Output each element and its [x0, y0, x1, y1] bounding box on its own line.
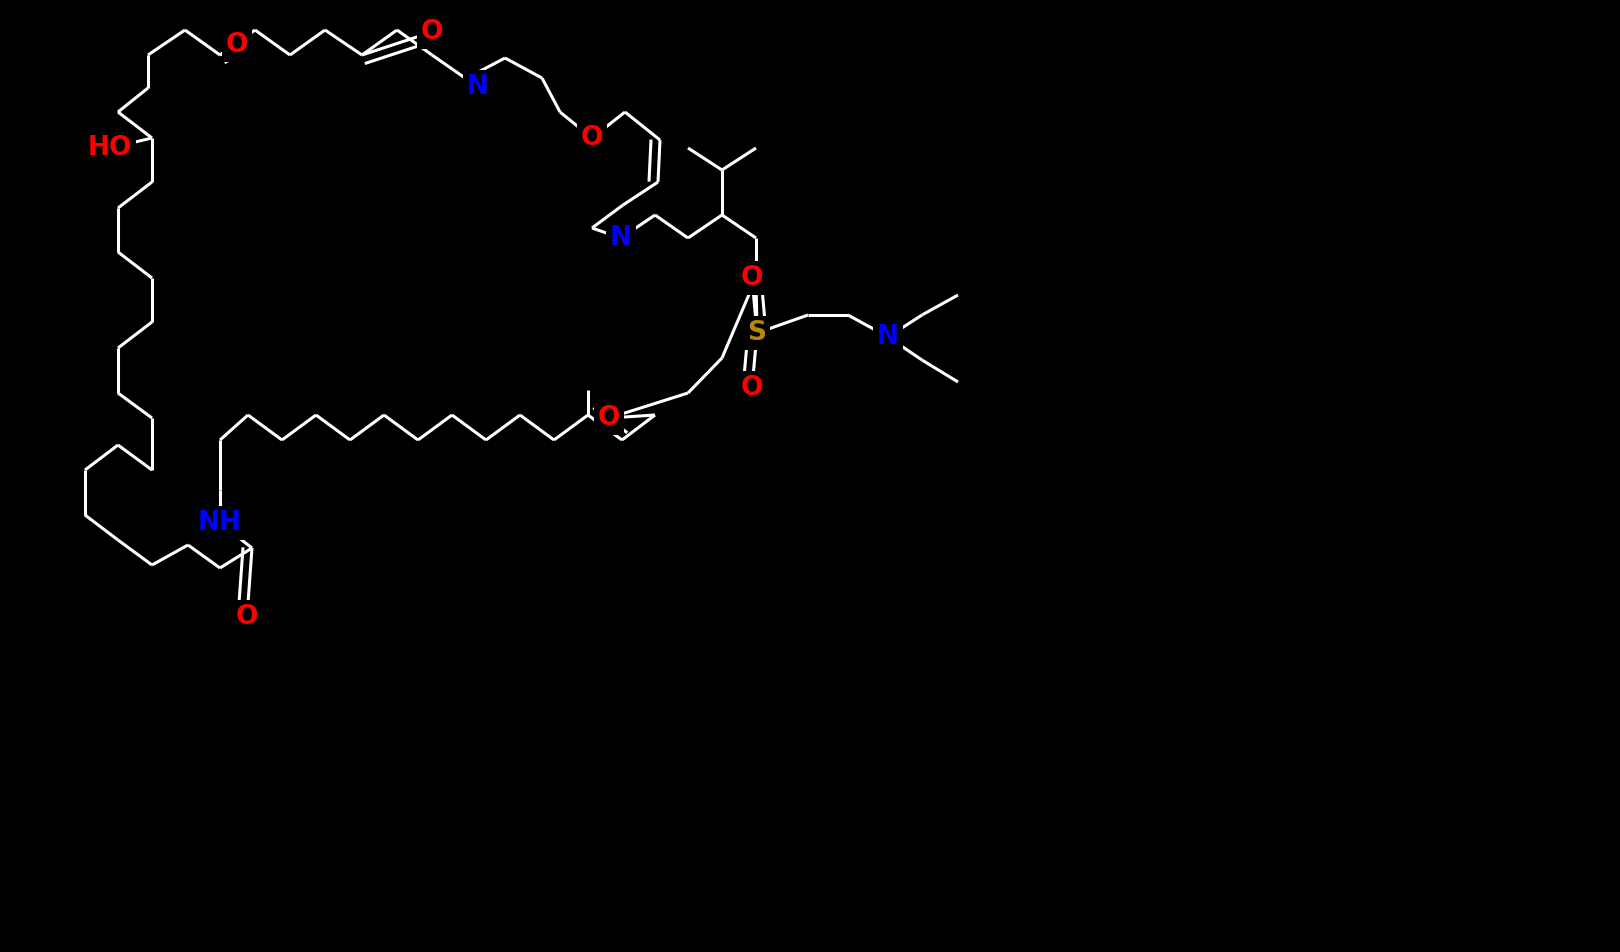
Text: S: S — [747, 320, 766, 346]
Text: O: O — [740, 265, 763, 291]
Text: N: N — [876, 324, 899, 350]
Text: O: O — [421, 19, 444, 45]
Text: N: N — [611, 225, 632, 251]
Text: O: O — [598, 405, 620, 431]
Text: HO: HO — [87, 135, 133, 161]
Text: N: N — [876, 324, 899, 350]
Text: O: O — [740, 375, 763, 401]
Text: N: N — [467, 74, 489, 100]
Text: O: O — [237, 604, 258, 630]
Text: O: O — [225, 32, 248, 58]
Text: S: S — [747, 320, 766, 346]
Text: NH: NH — [198, 510, 241, 536]
Text: O: O — [580, 125, 603, 151]
